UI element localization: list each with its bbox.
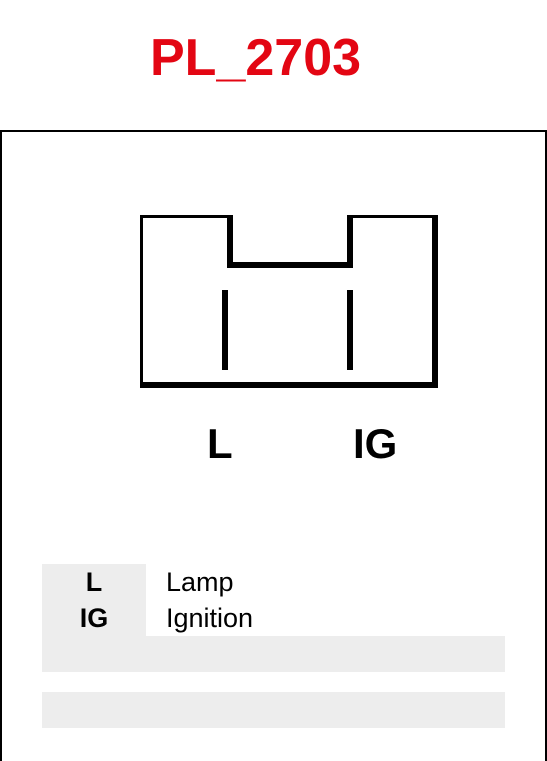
- legend-row-footer: [42, 692, 505, 728]
- legend-footer-bar: [42, 692, 505, 728]
- legend-desc: Lamp: [146, 564, 505, 600]
- connector-outline: [140, 215, 435, 385]
- legend-row: L Lamp: [42, 564, 505, 600]
- legend-code-empty: [42, 636, 146, 672]
- frame-border-left: [0, 130, 2, 761]
- legend-desc: Ignition: [146, 600, 505, 636]
- pin-label-ig: IG: [353, 420, 397, 468]
- frame-border-top: [0, 130, 547, 132]
- connector-diagram: [140, 215, 440, 395]
- legend-code: L: [42, 564, 146, 600]
- legend-row: IG Ignition: [42, 600, 505, 636]
- legend-table: L Lamp IG Ignition: [42, 564, 505, 728]
- legend-desc-empty: [146, 636, 505, 672]
- legend-row-empty: [42, 636, 505, 672]
- diagram-title: PL_2703: [150, 28, 361, 88]
- pin-label-l: L: [207, 420, 233, 468]
- legend-code: IG: [42, 600, 146, 636]
- legend-spacer: [42, 672, 505, 692]
